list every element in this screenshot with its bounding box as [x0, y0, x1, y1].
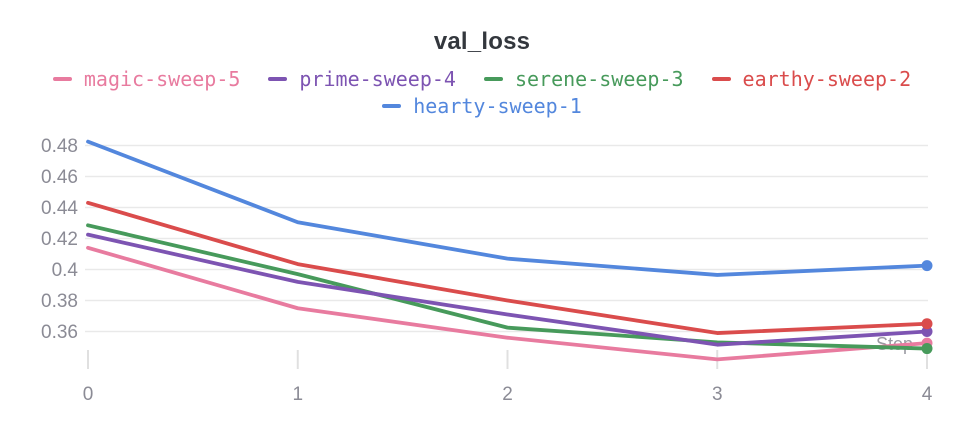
x-tick-label: 3 — [712, 384, 723, 405]
legend-item-hearty-sweep-1[interactable]: hearty-sweep-1 — [382, 93, 582, 119]
legend-line-swatch — [52, 77, 72, 81]
y-tick-label: 0.36 — [41, 322, 78, 343]
legend-item-label: serene-sweep-3 — [514, 67, 684, 91]
y-tick-label: 0.46 — [41, 167, 78, 188]
x-tick-label: 0 — [83, 384, 94, 405]
series-endpoint-prime-sweep-4[interactable] — [921, 326, 933, 337]
legend-item-magic-sweep-5[interactable]: magic-sweep-5 — [52, 66, 241, 92]
legend-item-earthy-sweep-2[interactable]: earthy-sweep-2 — [711, 66, 912, 92]
legend-item-label: hearty-sweep-1 — [413, 94, 582, 118]
series-endpoint-earthy-sweep-2[interactable] — [921, 318, 933, 330]
y-tick-label: 0.48 — [41, 136, 78, 157]
chart-title: val_loss — [433, 28, 531, 55]
x-tick-label: 4 — [922, 384, 933, 405]
legend-line-swatch — [382, 104, 402, 108]
legend-line-swatch — [711, 77, 731, 81]
x-tick-label: 2 — [502, 384, 513, 405]
legend-item-label: earthy-sweep-2 — [742, 67, 912, 91]
series-endpoint-hearty-sweep-1[interactable] — [921, 260, 933, 272]
legend-item-prime-sweep-4[interactable]: prime-sweep-4 — [268, 66, 456, 92]
legend-line-swatch — [268, 77, 288, 81]
y-tick-label: 0.42 — [41, 229, 78, 250]
series-line-magic-sweep-5[interactable] — [86, 245, 929, 362]
series-endpoint-serene-sweep-3[interactable] — [921, 343, 933, 355]
legend: magic-sweep-5 prime-sweep-4 serene-sweep-3… — [0, 66, 964, 119]
series-line-hearty-sweep-1[interactable] — [86, 139, 929, 277]
legend-item-label: prime-sweep-4 — [299, 67, 456, 91]
x-tick-label: 1 — [292, 384, 303, 405]
series-line-prime-sweep-4[interactable] — [86, 232, 929, 347]
legend-item-serene-sweep-3[interactable]: serene-sweep-3 — [483, 66, 684, 92]
series-line-earthy-sweep-2[interactable] — [86, 200, 929, 335]
legend-line-swatch — [483, 77, 503, 81]
series-line-serene-sweep-3[interactable] — [86, 223, 929, 351]
legend-item-label: magic-sweep-5 — [83, 67, 241, 91]
y-tick-label: 0.44 — [41, 198, 78, 219]
y-tick-label: 0.38 — [41, 291, 78, 312]
y-tick-label: 0.4 — [52, 260, 79, 281]
